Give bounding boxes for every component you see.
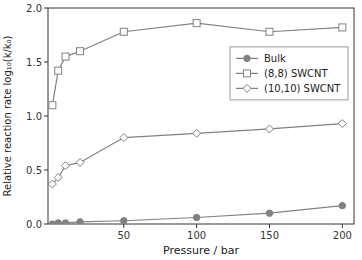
y-tick [44,116,48,117]
legend-label: (10,10) SWCNT [264,83,341,94]
point [76,158,84,166]
point [120,28,127,35]
point [266,210,272,216]
legend-marker [243,84,251,92]
point [266,28,273,35]
point [77,48,84,55]
legend-box [230,47,348,100]
legend: Bulk (8,8) SWCNT (10,10) SWCNT [230,47,348,100]
legend-marker [244,70,251,77]
y-tick-label: 0.5 [26,165,42,176]
series-line [52,206,342,224]
point [48,180,56,188]
point [265,125,273,133]
series [49,202,345,224]
y-tick-label: 1.5 [26,57,42,68]
y-tick [44,62,48,63]
point [339,24,346,31]
y-tick-label: 1.0 [26,111,42,122]
point [55,67,62,74]
y-tick [44,170,48,171]
point [55,220,61,224]
y-axis-label: Relative reaction rate log₁₀(k/k₀) [2,35,13,196]
x-tick-label: 100 [187,230,206,241]
y-tick [44,8,48,9]
legend-label: (8,8) SWCNT [264,68,329,79]
point [77,219,83,224]
x-tick-label: 200 [333,230,352,241]
point [193,20,200,27]
y-tick-label: 0.0 [26,219,42,230]
series [48,120,346,188]
point [338,120,346,128]
point [61,162,69,170]
x-tick [269,224,270,228]
x-tick [123,224,124,228]
x-tick-label: 50 [117,230,130,241]
plot-frame [48,8,354,224]
point [54,174,62,182]
x-tick-label: 150 [260,230,279,241]
y-tick [44,224,48,225]
point [193,129,201,137]
legend-marker [244,55,250,61]
point [193,214,199,220]
point [62,220,68,224]
x-tick [342,224,343,228]
y-tick-label: 2.0 [26,3,42,14]
legend-label: Bulk [264,53,286,64]
chart: 50 100 150 200 0.0 0.5 1.0 1.5 2.0 Pressure / bar… [0,0,362,260]
point [121,218,127,224]
x-axis-label: Pressure / bar [163,244,239,257]
point [120,134,128,142]
x-tick [196,224,197,228]
series-line [52,124,342,184]
point [62,53,69,60]
point [339,202,345,208]
point [49,102,56,109]
